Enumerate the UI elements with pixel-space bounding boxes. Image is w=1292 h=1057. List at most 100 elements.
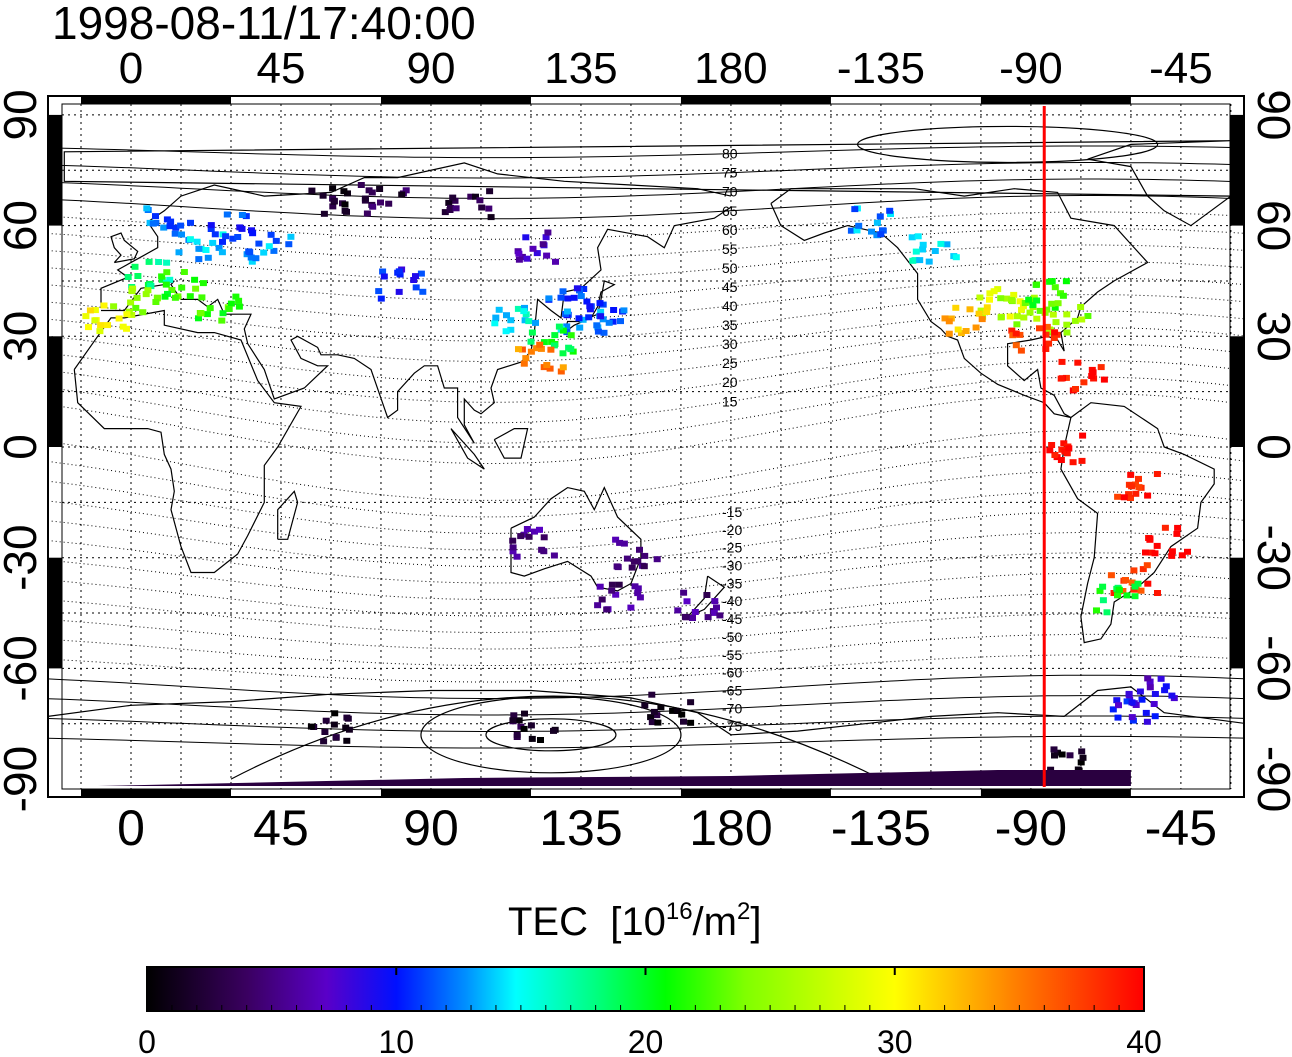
tec-pixel <box>975 310 983 317</box>
tec-pixel <box>544 229 552 236</box>
tec-pixel <box>320 738 328 745</box>
tec-pixel <box>235 297 243 304</box>
tec-pixel <box>876 213 884 220</box>
tec-pixel <box>218 249 226 256</box>
tec-pixel <box>1072 386 1079 392</box>
coastline <box>73 309 302 574</box>
tec-pixel <box>1019 303 1027 310</box>
tec-pixel <box>1153 471 1161 477</box>
tec-pixel <box>452 205 460 212</box>
tec-pixel <box>1063 321 1071 328</box>
tec-pixel <box>412 273 419 280</box>
tec-pixel <box>919 241 927 248</box>
tec-pixel <box>252 255 260 262</box>
maglat-label: -70 <box>722 700 742 716</box>
south-pole-contour-mid <box>420 696 682 774</box>
tec-pixel <box>1065 445 1073 452</box>
bottom-lon-label: -45 <box>1145 800 1217 856</box>
tec-pixel <box>158 273 166 280</box>
tec-pixel <box>344 715 352 722</box>
tec-pixel <box>653 556 661 563</box>
tec-pixel <box>713 604 720 611</box>
tec-pixel <box>509 544 517 551</box>
tec-pixel <box>1146 678 1154 685</box>
colorbar-title-prefix: TEC <box>508 900 588 944</box>
maglat-contour <box>48 195 1244 220</box>
maglat-contour <box>48 613 1244 650</box>
tec-pixel <box>1051 452 1059 458</box>
tec-pixel <box>1051 752 1058 759</box>
tec-pixel <box>507 317 515 324</box>
tec-pixel <box>515 256 523 263</box>
tec-pixel <box>1131 583 1139 590</box>
tec-pixel <box>507 326 515 333</box>
tec-pixel <box>287 233 295 240</box>
tec-pixel <box>163 259 171 266</box>
tec-pixel <box>195 315 202 322</box>
tec-pixel <box>1129 717 1137 724</box>
tec-pixel <box>161 293 169 300</box>
tec-pixel <box>1151 550 1159 557</box>
tec-pixel <box>166 223 174 230</box>
tec-pixel <box>1125 690 1133 697</box>
tec-pixel <box>1161 524 1169 531</box>
tec-pixel <box>509 717 517 724</box>
tec-pixel <box>550 342 558 349</box>
tec-pixel <box>375 288 383 295</box>
tec-pixel <box>952 254 960 261</box>
tec-pixel <box>610 307 618 313</box>
tec-pixel <box>525 318 533 325</box>
tec-pixel <box>152 213 159 220</box>
tec-pixel <box>398 191 406 198</box>
coastline <box>450 428 485 470</box>
tec-pixel <box>977 307 985 314</box>
tec-pixel <box>1063 311 1071 318</box>
tec-pixel <box>1099 597 1107 604</box>
tec-pixel <box>912 248 920 255</box>
tec-pixel <box>402 187 410 194</box>
tec-pixel <box>177 222 185 229</box>
tec-pixel <box>476 197 484 204</box>
tec-pixel <box>376 186 384 192</box>
tec-pixel <box>207 226 215 232</box>
tec-pixel <box>515 346 522 353</box>
tec-pixel <box>509 537 517 544</box>
tec-pixel <box>1114 714 1122 721</box>
tec-pixel <box>997 314 1005 321</box>
tec-pixel <box>1036 307 1044 314</box>
tec-pixel <box>235 303 243 310</box>
tec-pixel <box>641 702 649 709</box>
tec-pixel <box>1017 347 1025 354</box>
tec-pixel <box>192 285 200 292</box>
tec-pixel <box>543 362 551 368</box>
tec-pixel <box>379 268 387 275</box>
tec-pixel <box>1010 291 1018 298</box>
tec-pixel <box>612 591 620 598</box>
tec-pixel <box>597 308 605 315</box>
tec-pixel <box>329 203 337 210</box>
tec-pixel <box>1096 587 1104 594</box>
maglat-contour <box>48 162 1244 179</box>
tec-pixel <box>204 254 212 261</box>
colorbar-title-unit-base: [10 <box>610 900 666 944</box>
tec-pixel <box>1128 699 1136 706</box>
tec-pixel <box>636 594 644 601</box>
tec-pixel <box>1130 567 1138 574</box>
tec-pixel <box>345 726 353 733</box>
coastlines <box>48 140 1244 736</box>
tec-pixel <box>550 727 557 734</box>
tec-pixel <box>546 365 554 372</box>
right-lat-label: -60 <box>1248 635 1292 701</box>
tec-pixel <box>583 298 591 305</box>
tec-pixel <box>255 240 263 247</box>
tec-pixel <box>229 235 237 242</box>
tec-pixel <box>615 581 623 588</box>
bottom-lon-label: -90 <box>995 800 1067 856</box>
tec-pixel <box>1135 475 1142 482</box>
tec-pixel <box>521 304 528 311</box>
bottom-lon-label: 135 <box>539 800 622 856</box>
tec-pixel <box>1162 683 1170 690</box>
colorbar-title: TEC [1016/m2] <box>508 898 761 945</box>
tec-pixel <box>510 712 518 719</box>
tec-pixel <box>1142 549 1149 556</box>
